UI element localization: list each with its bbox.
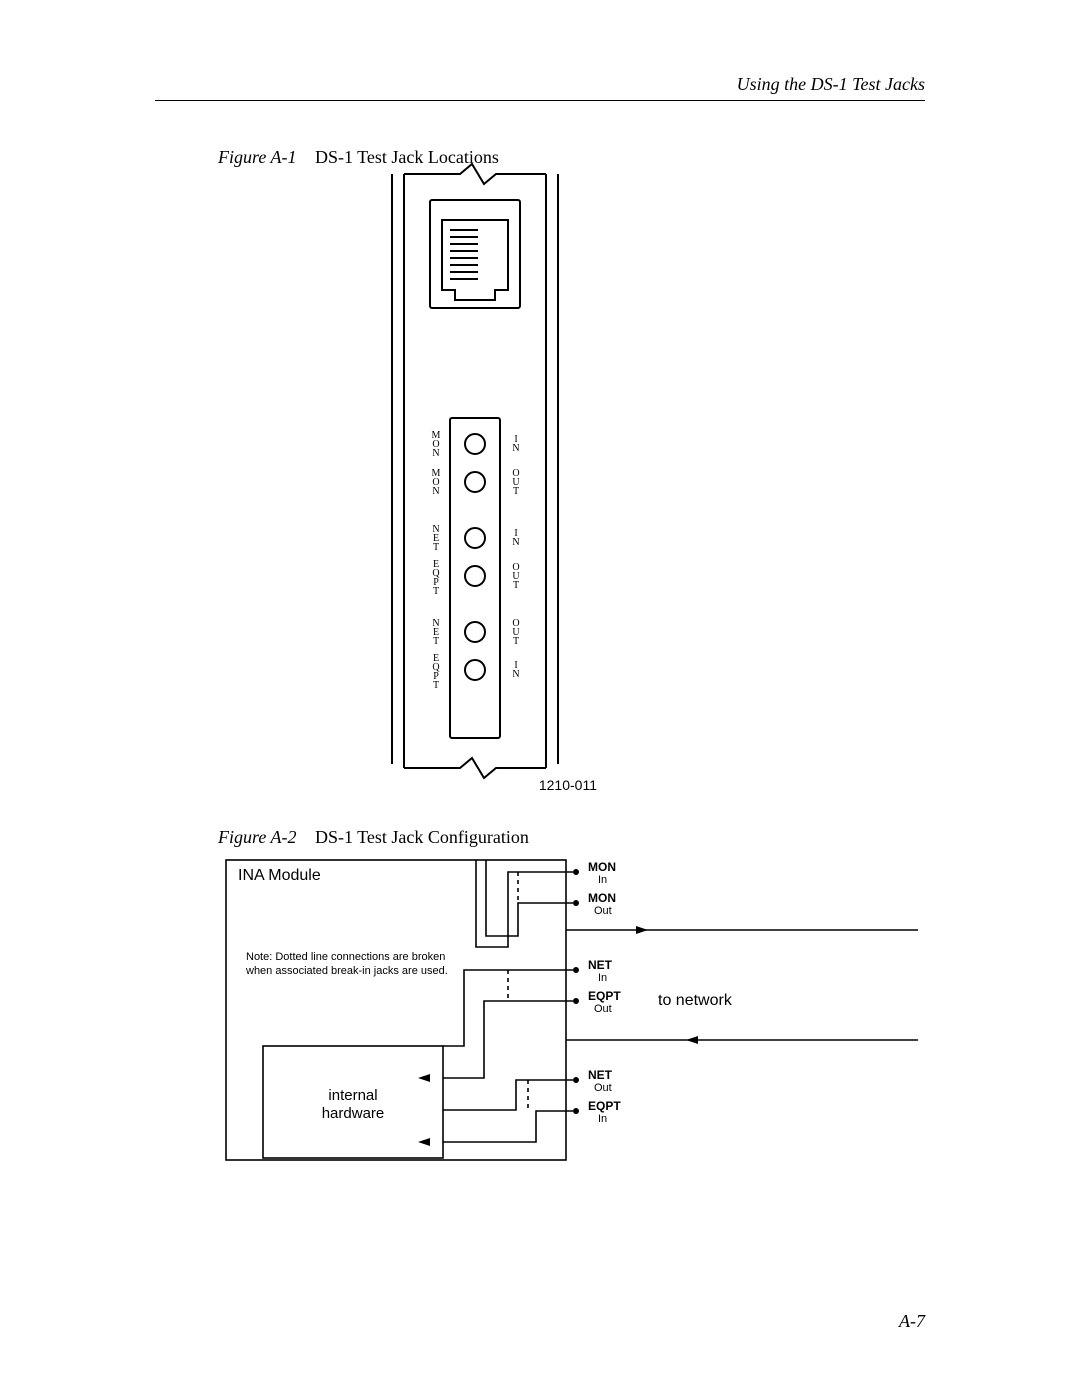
svg-text:T: T — [513, 636, 519, 647]
port-sublabel: Out — [594, 1082, 612, 1094]
figure-a2-svg: INA Module Note: Dotted line connections… — [218, 850, 938, 1180]
svg-text:T: T — [433, 680, 439, 691]
port-label: EQPT — [588, 1099, 621, 1113]
svg-text:T: T — [433, 542, 439, 553]
figure-a1-svg: MON MON NET EQPT NET EQPT IN OUT IN OUT … — [382, 160, 642, 800]
figure-a1-label: Figure A-1 — [218, 147, 297, 167]
page: Using the DS-1 Test Jacks Figure A-1 DS-… — [0, 0, 1080, 1397]
port-label: EQPT — [588, 989, 621, 1003]
figure-a2-title: DS-1 Test Jack Configuration — [315, 827, 529, 847]
svg-text:T: T — [433, 636, 439, 647]
port-label: MON — [588, 860, 616, 874]
ina-module-label: INA Module — [238, 867, 321, 884]
port-sublabel: In — [598, 972, 607, 984]
svg-text:N: N — [432, 448, 439, 459]
svg-text:N: N — [512, 443, 519, 454]
svg-text:T: T — [433, 586, 439, 597]
figure-a2-caption: Figure A-2 DS-1 Test Jack Configuration — [218, 827, 529, 848]
port-label: NET — [588, 1068, 613, 1082]
header-rule — [155, 100, 925, 101]
svg-text:N: N — [512, 669, 519, 680]
port-sublabel: Out — [594, 905, 612, 917]
port-label: MON — [588, 891, 616, 905]
running-header: Using the DS-1 Test Jacks — [737, 74, 925, 95]
figure-a2-label: Figure A-2 — [218, 827, 297, 847]
page-number: A-7 — [899, 1311, 925, 1332]
port-sublabel: In — [598, 874, 607, 886]
internal-hardware-line2: hardware — [322, 1105, 385, 1122]
port-sublabel: In — [598, 1113, 607, 1125]
figure-a1-drawing-id: 1210-011 — [539, 777, 597, 793]
svg-text:N: N — [432, 486, 439, 497]
to-network-label: to network — [658, 992, 733, 1009]
svg-text:T: T — [513, 580, 519, 591]
svg-text:T: T — [513, 486, 519, 497]
port-label: NET — [588, 958, 613, 972]
figure-a2-note-line2: when associated break-in jacks are used. — [245, 965, 448, 977]
svg-text:N: N — [512, 537, 519, 548]
internal-hardware-line1: internal — [328, 1087, 377, 1104]
figure-a2-note-line1: Note: Dotted line connections are broken — [246, 951, 445, 963]
port-sublabel: Out — [594, 1003, 612, 1015]
